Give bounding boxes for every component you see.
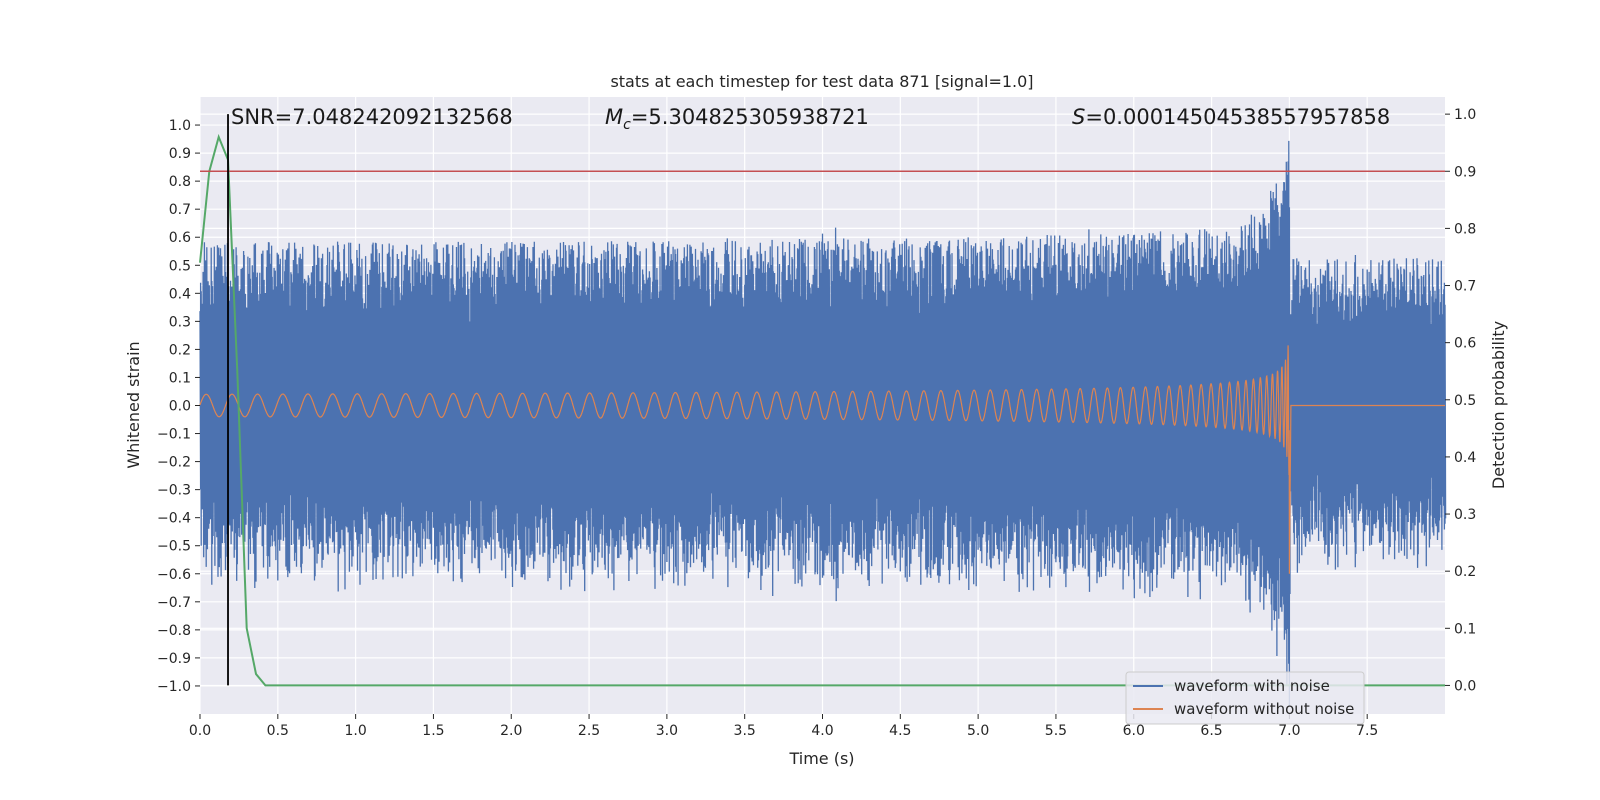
series-layer	[199, 140, 1447, 707]
y-tick-label: −0.1	[157, 427, 191, 443]
y2-tick-label: 0.4	[1454, 450, 1476, 466]
y-tick-label: −0.2	[157, 455, 191, 471]
x-axis-title: Time (s)	[788, 749, 854, 768]
x-tick-label: 1.0	[344, 723, 366, 739]
y-tick-label: −0.7	[157, 595, 191, 611]
waveform-with-noise-line	[199, 140, 1447, 707]
legend-label-clean: waveform without noise	[1174, 700, 1354, 718]
x-tick-label: 6.0	[1123, 723, 1145, 739]
x-tick-label: 0.0	[189, 723, 211, 739]
chirp-mass-annotation: Mc=5.304825305938721	[605, 105, 869, 133]
y-axis-title: Whitened strain	[124, 341, 143, 468]
x-tick-label: 2.0	[500, 723, 522, 739]
y2-tick-label: 0.3	[1454, 507, 1476, 523]
x-tick-label: 4.5	[889, 723, 911, 739]
overlay-layer	[199, 114, 1445, 687]
y-tick-label: 0.4	[169, 286, 191, 302]
detection-probability-line	[199, 133, 1445, 687]
y-tick-label: −0.3	[157, 483, 191, 499]
y2-tick-label: 0.0	[1454, 678, 1476, 694]
y2-tick-label: 0.9	[1454, 164, 1476, 180]
chart-title: stats at each timestep for test data 871…	[610, 72, 1033, 91]
y-tick-label: −0.8	[157, 623, 191, 639]
x-tick-label: 5.5	[1045, 723, 1067, 739]
x-tick-label: 5.0	[967, 723, 989, 739]
x-tick-label: 2.5	[578, 723, 600, 739]
y-tick-label: 0.3	[169, 314, 191, 330]
waveform-without-noise-line	[199, 345, 1445, 574]
s-annotation: S=0.00014504538557957858	[1072, 105, 1390, 129]
legend-label-noise: waveform with noise	[1174, 677, 1330, 695]
y-tick-label: −1.0	[157, 679, 191, 695]
y2-tick-label: 0.8	[1454, 221, 1476, 237]
x-tick-label: 0.5	[267, 723, 289, 739]
chirp-mass-subscript: c	[623, 117, 631, 133]
snr-annotation: SNR=7.048242092132568	[231, 105, 513, 129]
chirp-mass-value: =5.304825305938721	[631, 105, 869, 129]
y-tick-label: 0.5	[169, 258, 191, 274]
legend: waveform with noise waveform without noi…	[1125, 671, 1365, 725]
y-tick-label: −0.4	[157, 511, 191, 527]
x-tick-label: 6.5	[1200, 723, 1222, 739]
y2-tick-label: 0.5	[1454, 393, 1476, 409]
legend-box	[1125, 671, 1365, 725]
axes-layer: 0.0 0.5 1.0 1.5 2.0 2.5 3.0 3.5 4.0 4.5 5.0 5.5 6.0 6…	[157, 107, 1476, 739]
y2-tick-label: 0.2	[1454, 564, 1476, 580]
s-symbol: S	[1072, 105, 1085, 129]
y2-tick-label: 0.1	[1454, 621, 1476, 637]
y2-tick-label: 1.0	[1454, 107, 1476, 123]
y2-axis-title: Detection probability	[1489, 321, 1508, 489]
y-tick-label: 1.0	[169, 118, 191, 134]
x-tick-label: 1.5	[422, 723, 444, 739]
x-tick-label: 4.0	[811, 723, 833, 739]
y-tick-label: −0.6	[157, 567, 191, 583]
y-tick-label: 0.7	[169, 202, 191, 218]
y-tick-label: 0.8	[169, 174, 191, 190]
x-tick-label: 7.0	[1278, 723, 1300, 739]
x-tick-label: 3.5	[734, 723, 756, 739]
chirp-mass-symbol: M	[605, 105, 623, 129]
y-tick-label: −0.9	[157, 651, 191, 667]
y-tick-label: −0.5	[157, 539, 191, 555]
y2-tick-label: 0.6	[1454, 336, 1476, 352]
y-tick-label: 0.0	[169, 399, 191, 415]
y-tick-label: 0.2	[169, 342, 191, 358]
y-tick-label: 0.1	[169, 370, 191, 386]
y2-tick-label: 0.7	[1454, 279, 1476, 295]
y-tick-label: 0.6	[169, 230, 191, 246]
s-value: =0.00014504538557957858	[1085, 105, 1390, 129]
y-tick-label: 0.9	[169, 146, 191, 162]
x-tick-label: 7.5	[1356, 723, 1378, 739]
x-tick-label: 3.0	[656, 723, 678, 739]
